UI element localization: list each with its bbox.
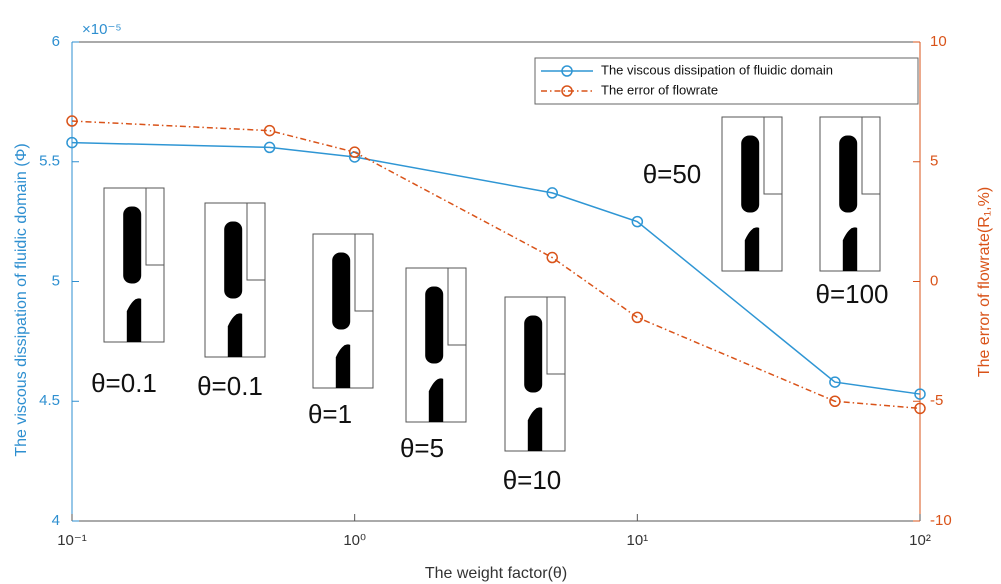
y2-tick-label: 0 [930, 272, 938, 289]
thumbnail-notch [354, 233, 374, 312]
legend-marker [561, 65, 573, 77]
x-tick-label: 10¹ [626, 532, 648, 549]
thumbnail-notch [546, 296, 566, 375]
legend-box [534, 57, 919, 105]
y-tick-label: 4 [52, 512, 60, 529]
marker [914, 388, 926, 400]
thumbnail-upper [224, 221, 243, 299]
y-axis-label: The viscous dissipation of fluidic domai… [13, 143, 30, 456]
thumbnail [103, 187, 165, 343]
thumbnail-upper [123, 206, 142, 284]
thumbnail [504, 296, 566, 452]
annotation: θ=0.1 [197, 371, 263, 401]
thumbnail-upper [839, 135, 858, 213]
y2-tick-label: -10 [930, 512, 952, 529]
x-tick-label: 10² [909, 532, 931, 549]
y-tick-label: 5.5 [39, 153, 60, 170]
marker [66, 136, 78, 149]
marker [829, 395, 841, 407]
legend-label: The viscous dissipation of fluidic domai… [601, 62, 833, 77]
thumbnail-notch [447, 267, 467, 346]
series-line [71, 120, 921, 410]
thumbnail-upper [332, 252, 351, 330]
marker [263, 124, 276, 137]
marker [263, 141, 276, 154]
annotation: θ=50 [643, 159, 702, 189]
marker [546, 187, 558, 199]
thumbnail-notch [763, 116, 783, 195]
y-multiplier: ×10⁻⁵ [82, 21, 122, 38]
marker [348, 146, 361, 158]
thumbnail-lower [527, 407, 543, 451]
y2-tick-label: 5 [930, 153, 938, 170]
thumbnail-lower [744, 227, 760, 271]
marker [631, 215, 644, 228]
annotation: θ=5 [400, 433, 444, 463]
thumbnail [405, 267, 467, 423]
thumbnail [721, 116, 783, 272]
y2-tick-label: 10 [930, 33, 947, 50]
marker [914, 402, 926, 415]
annotation: θ=0.1 [91, 368, 157, 398]
thumbnail-notch [246, 202, 266, 281]
legend-label: The error of flowrate [601, 82, 718, 97]
thumbnail-lower [842, 227, 858, 271]
x-axis-label: The weight factor(θ) [425, 565, 567, 582]
marker [546, 251, 558, 264]
y-tick-label: 5 [52, 272, 60, 289]
y2-tick-label: -5 [930, 392, 943, 409]
marker [66, 115, 78, 127]
thumbnail-upper [741, 135, 760, 213]
y2-axis-label: The error of flowrate(R₁,%) [976, 187, 993, 377]
thumbnail [312, 233, 374, 389]
thumbnail-lower [428, 378, 444, 422]
marker [829, 376, 841, 388]
thumbnail-upper [425, 286, 444, 364]
thumbnail-lower [335, 344, 351, 388]
thumbnail [204, 202, 266, 358]
thumbnail-notch [145, 187, 165, 266]
marker [631, 311, 644, 324]
thumbnail-notch [861, 116, 881, 195]
series-line [71, 141, 921, 395]
annotation: θ=10 [503, 465, 562, 495]
x-tick-label: 10⁰ [343, 532, 366, 549]
y-tick-label: 6 [52, 33, 60, 50]
x-tick-label: 10⁻¹ [57, 532, 87, 549]
thumbnail-lower [126, 298, 142, 342]
legend-marker [561, 85, 573, 97]
y-tick-label: 4.5 [39, 392, 60, 409]
thumbnail-lower [227, 313, 243, 357]
thumbnail-upper [524, 315, 543, 393]
thumbnail [819, 116, 881, 272]
annotation: θ=1 [308, 399, 352, 429]
annotation: θ=100 [815, 279, 888, 309]
